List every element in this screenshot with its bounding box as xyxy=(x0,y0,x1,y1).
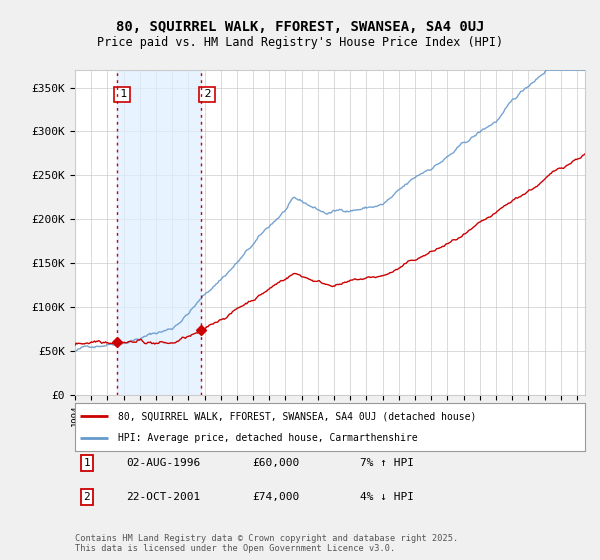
Text: 22-OCT-2001: 22-OCT-2001 xyxy=(126,492,200,502)
Text: Price paid vs. HM Land Registry's House Price Index (HPI): Price paid vs. HM Land Registry's House … xyxy=(97,36,503,49)
Text: 2: 2 xyxy=(83,492,91,502)
Text: £60,000: £60,000 xyxy=(252,458,299,468)
Text: 80, SQUIRREL WALK, FFOREST, SWANSEA, SA4 0UJ: 80, SQUIRREL WALK, FFOREST, SWANSEA, SA4… xyxy=(116,20,484,34)
Text: HPI: Average price, detached house, Carmarthenshire: HPI: Average price, detached house, Carm… xyxy=(118,433,418,443)
Text: 1: 1 xyxy=(83,458,91,468)
Text: 1: 1 xyxy=(117,90,127,100)
Text: 7% ↑ HPI: 7% ↑ HPI xyxy=(360,458,414,468)
Text: 2: 2 xyxy=(202,90,212,100)
Text: Contains HM Land Registry data © Crown copyright and database right 2025.
This d: Contains HM Land Registry data © Crown c… xyxy=(75,534,458,553)
Text: 4% ↓ HPI: 4% ↓ HPI xyxy=(360,492,414,502)
Text: 80, SQUIRREL WALK, FFOREST, SWANSEA, SA4 0UJ (detached house): 80, SQUIRREL WALK, FFOREST, SWANSEA, SA4… xyxy=(118,411,477,421)
Text: 02-AUG-1996: 02-AUG-1996 xyxy=(126,458,200,468)
Bar xyxy=(117,70,202,395)
Text: £74,000: £74,000 xyxy=(252,492,299,502)
